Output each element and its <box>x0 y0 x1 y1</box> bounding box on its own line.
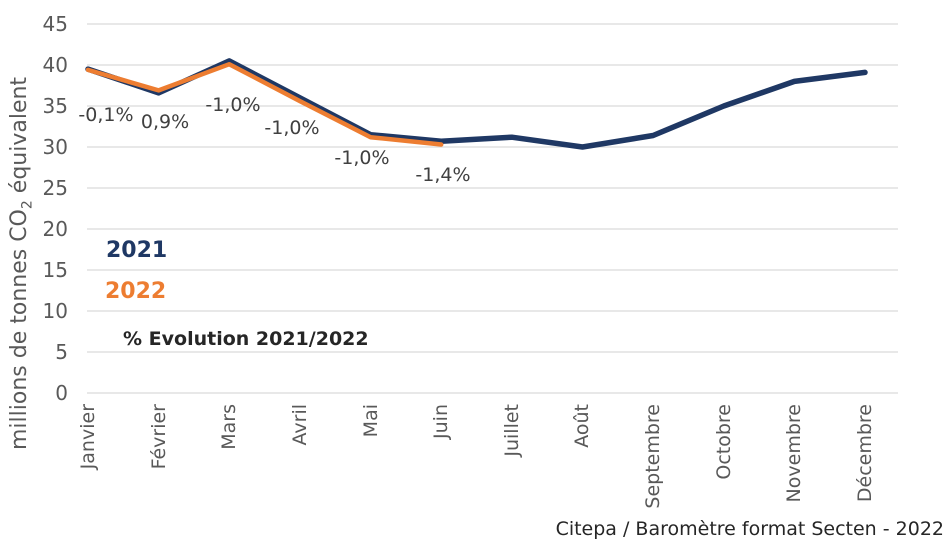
ytick-label-5: 5 <box>55 340 68 364</box>
xtick-label-septembre: Septembre <box>642 404 665 509</box>
y-axis-title: millions de tonnes CO2 équivalent <box>7 76 39 450</box>
y-axis-title-suffix: équivalent <box>7 76 32 201</box>
pct-label-février: 0,9% <box>140 111 190 133</box>
xtick-label-décembre: Décembre <box>854 404 877 503</box>
pct-label-janvier: -0,1% <box>78 104 134 126</box>
ytick-label-10: 10 <box>42 299 68 323</box>
xtick-label-janvier: Janvier <box>77 404 99 470</box>
xtick-label-juin: Juin <box>430 404 453 439</box>
ytick-label-20: 20 <box>42 217 68 241</box>
xtick-label-novembre: Novembre <box>783 404 806 503</box>
legend-item-2021: 2021 <box>106 238 168 263</box>
y-axis-title-prefix: millions de tonnes CO <box>7 209 32 450</box>
pct-label-juin: -1,4% <box>415 164 471 186</box>
ytick-label-25: 25 <box>42 176 68 200</box>
legend-item-evolution: % Evolution 2021/2022 <box>123 328 369 350</box>
pct-label-mai: -1,0% <box>334 147 390 169</box>
ytick-label-15: 15 <box>42 258 68 282</box>
ytick-label-30: 30 <box>42 135 68 159</box>
pct-label-mars: -1,0% <box>205 94 261 116</box>
xtick-label-février: Février <box>147 404 170 470</box>
y-axis-title-subscript: 2 <box>19 200 36 210</box>
series-line-2022 <box>85 61 444 147</box>
xtick-label-mai: Mai <box>359 404 382 438</box>
ytick-label-0: 0 <box>55 381 68 405</box>
ytick-label-40: 40 <box>42 53 68 77</box>
pct-label-avril: -1,0% <box>264 117 320 139</box>
xtick-label-avril: Avril <box>288 404 311 446</box>
ytick-label-45: 45 <box>42 12 68 36</box>
ytick-label-35: 35 <box>42 94 68 118</box>
legend-item-2022: 2022 <box>105 279 167 304</box>
xtick-label-mars: Mars <box>218 404 241 450</box>
xtick-label-octobre: Octobre <box>712 404 735 480</box>
xtick-label-août: Août <box>571 404 594 448</box>
source-caption: Citepa / Baromètre format Secten - 2022 <box>555 518 944 540</box>
xtick-label-juillet: Juillet <box>500 404 523 457</box>
